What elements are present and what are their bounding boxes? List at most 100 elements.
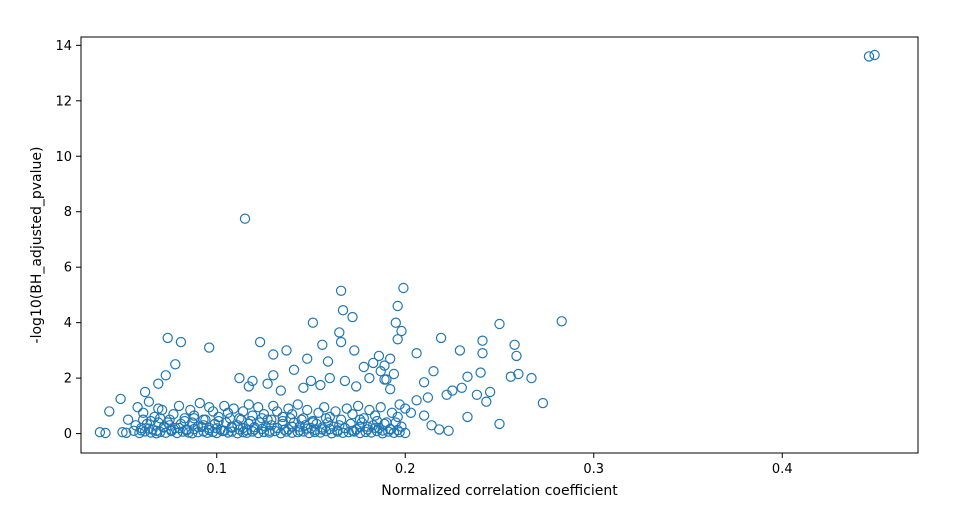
data-point [228, 403, 239, 414]
data-point [203, 342, 215, 353]
data-point [428, 366, 439, 377]
data-point [422, 392, 434, 403]
data-point [369, 410, 381, 421]
data-point [234, 372, 245, 384]
data-point [481, 396, 492, 407]
data-point [456, 382, 467, 393]
data-point [219, 425, 230, 436]
data-point [537, 397, 549, 409]
data-point [392, 411, 403, 423]
data-point [863, 51, 875, 62]
data-point [362, 424, 373, 435]
data-point [298, 413, 309, 424]
data-point [335, 414, 347, 425]
data-point [375, 366, 386, 377]
x-axis-label: Normalized correlation coefficient [381, 483, 618, 499]
data-point [375, 402, 386, 413]
data-point [513, 368, 524, 380]
x-axis-ticks: 0.1 0.2 0.3 0.4 [206, 453, 793, 477]
data-point [454, 345, 466, 356]
data-point [385, 353, 396, 364]
data-point [385, 423, 396, 435]
data-point [354, 421, 366, 433]
data-point [288, 364, 300, 375]
data-point [388, 368, 400, 380]
data-point [188, 413, 200, 424]
data-point [258, 426, 270, 438]
data-point [396, 325, 407, 337]
data-point [556, 316, 567, 327]
data-point [377, 425, 388, 436]
y-tick-label: 2 [64, 372, 72, 387]
data-point [188, 423, 200, 435]
data-point [411, 395, 422, 406]
data-point [213, 415, 224, 427]
data-point [313, 407, 324, 418]
data-point [266, 420, 277, 431]
data-point [122, 414, 134, 425]
data-point [302, 423, 313, 434]
data-point [394, 427, 405, 438]
data-point [175, 336, 187, 348]
data-point [379, 360, 390, 371]
data-point [264, 425, 275, 436]
data-point [226, 426, 237, 437]
data-point [511, 350, 522, 362]
data-point [245, 415, 256, 427]
data-point [371, 415, 383, 427]
data-point [285, 413, 296, 424]
data-point [324, 423, 335, 435]
data-point [226, 422, 237, 433]
data-point [392, 300, 403, 312]
data-point [505, 371, 516, 382]
data-point [354, 414, 366, 425]
data-point [330, 406, 341, 417]
data-point [398, 282, 409, 294]
y-tick-label: 4 [64, 316, 72, 331]
data-point [262, 414, 273, 425]
data-point [104, 406, 115, 417]
data-point [392, 334, 403, 345]
data-point [254, 336, 266, 348]
data-point [320, 413, 332, 424]
data-point [271, 406, 283, 417]
data-point [358, 361, 369, 373]
data-point [143, 396, 155, 407]
data-point [339, 423, 351, 434]
data-point [418, 377, 430, 388]
data-point [179, 415, 190, 427]
data-point [224, 413, 236, 424]
data-point [100, 427, 111, 439]
data-point [385, 384, 396, 395]
data-point [211, 423, 222, 434]
data-point [462, 411, 473, 423]
data-point [120, 427, 132, 438]
data-point [352, 400, 364, 412]
data-point [253, 402, 264, 413]
data-point [462, 371, 473, 382]
data-point [94, 427, 106, 438]
data-point [153, 378, 164, 389]
y-tick-label: 6 [64, 261, 72, 276]
data-point [283, 403, 294, 414]
data-point [249, 422, 260, 433]
data-points [94, 49, 880, 439]
data-point [341, 403, 352, 414]
data-point [247, 410, 258, 421]
data-point [115, 393, 126, 405]
data-point [317, 422, 328, 433]
data-point [143, 423, 155, 434]
data-point [307, 317, 319, 328]
data-point [200, 414, 211, 425]
data-point [334, 420, 345, 431]
data-point [268, 349, 279, 360]
data-point [484, 386, 496, 398]
data-point [351, 381, 362, 392]
data-point [168, 409, 179, 420]
data-point [256, 423, 268, 435]
y-tick-label: 8 [64, 205, 72, 220]
x-tick-label: 0.1 [206, 462, 227, 477]
data-point [171, 427, 183, 439]
data-point [158, 422, 170, 433]
